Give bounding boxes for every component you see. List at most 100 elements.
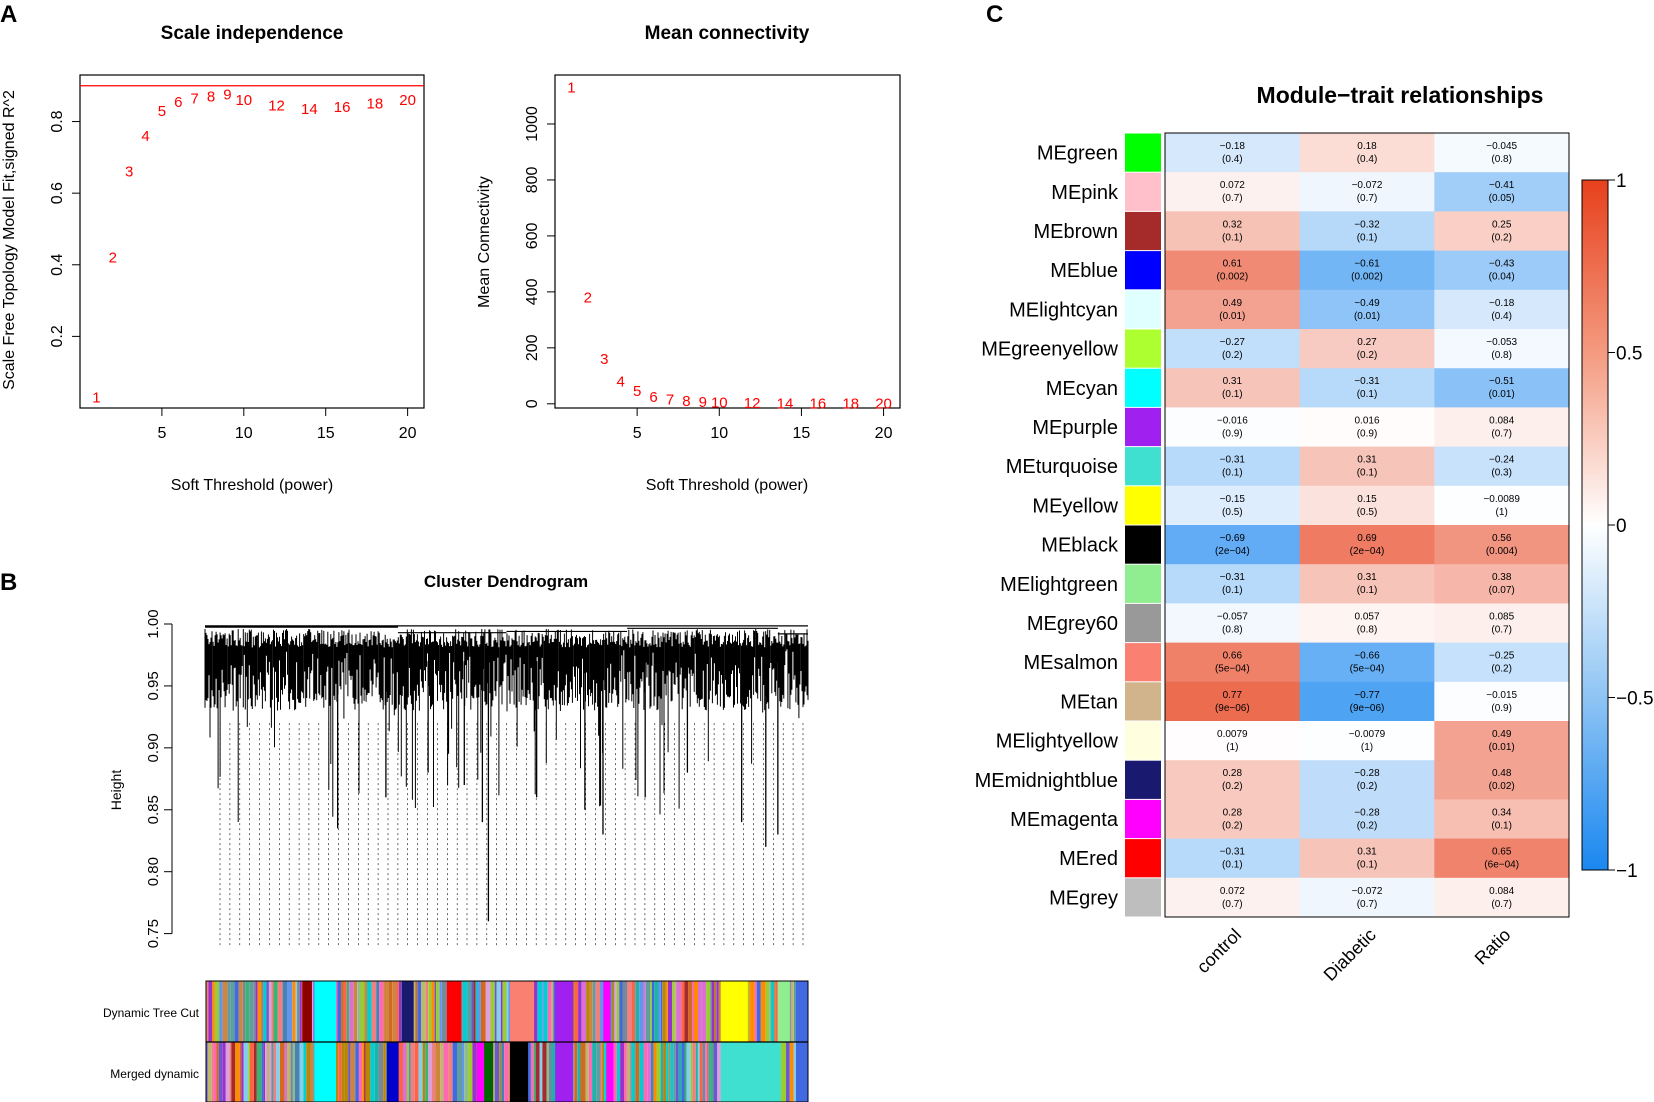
- conn-y-axis: 0 200 400 600 800 1000: [524, 106, 555, 408]
- dynamic-tree-cut-stripe: [760, 981, 766, 1042]
- merged-dynamic-stripe: [472, 1042, 477, 1102]
- heatmap-cell-value: −0.0089: [1483, 494, 1520, 505]
- heatmap-cell-pvalue: (1): [1226, 742, 1238, 753]
- merged-dynamic-stripe: [697, 1042, 700, 1102]
- dynamic-tree-cut-stripe: [292, 981, 296, 1042]
- conn-point-label: 1: [567, 80, 575, 97]
- merged-dynamic-stripe: [256, 1042, 262, 1102]
- dynamic-tree-cut-stripe: [586, 981, 590, 1042]
- heatmap-cell: [1299, 681, 1435, 722]
- dynamic-tree-cut-module-block: [446, 981, 462, 1042]
- heatmap-cell-value: −0.43: [1489, 259, 1515, 270]
- dynamic-tree-cut-stripe: [473, 981, 476, 1042]
- heatmap-cell: [1165, 172, 1301, 212]
- heatmap-cell-pvalue: (0.1): [1222, 389, 1243, 400]
- heatmap-cell: [1299, 721, 1435, 761]
- conn-x-tick-label: 5: [633, 425, 642, 442]
- scale-point-label: 16: [334, 99, 351, 116]
- merged-dynamic-stripe: [499, 1042, 502, 1102]
- dynamic-tree-cut-stripe: [632, 981, 636, 1042]
- scale-point-label: 2: [109, 250, 117, 267]
- dynamic-tree-cut-stripe: [299, 981, 302, 1042]
- merged-dynamic-stripe: [462, 1042, 464, 1102]
- heatmap-cell-value: −0.27: [1220, 337, 1246, 348]
- heatmap-cell-value: 0.77: [1223, 690, 1243, 701]
- dynamic-tree-cut-stripe: [462, 981, 468, 1042]
- scale-x-tick-label: 20: [399, 425, 417, 442]
- module-name-label: MEpink: [1051, 182, 1119, 204]
- heatmap-cell-pvalue: (0.7): [1357, 193, 1378, 204]
- module-color-swatch: [1125, 682, 1161, 721]
- module-name-label: MEgrey: [1049, 887, 1118, 909]
- dynamic-tree-cut-stripe: [667, 981, 673, 1042]
- dynamic-tree-cut-stripe: [756, 981, 761, 1042]
- merged-dynamic-stripe: [574, 1042, 578, 1102]
- dynamic-tree-cut-module-block: [720, 981, 748, 1042]
- dynamic-tree-cut-stripe: [297, 981, 300, 1042]
- scale-y-label: Scale Free Topology Model Fit,signed R^2: [1, 90, 18, 390]
- heatmap-cell-value: 0.65: [1492, 847, 1512, 858]
- merged-dynamic-stripe: [452, 1042, 458, 1102]
- merged-dynamic-stripe: [616, 1042, 621, 1102]
- heatmap-cell: [1165, 642, 1301, 683]
- conn-y-tick-label: 0: [524, 399, 541, 408]
- merged-dynamic-stripe: [348, 1042, 351, 1102]
- dynamic-tree-cut-stripe: [413, 981, 416, 1042]
- dynamic-tree-cut-stripe: [253, 981, 256, 1042]
- merged-dynamic-stripe: [358, 1042, 363, 1102]
- conn-chart-title: Mean connectivity: [645, 23, 810, 44]
- dendrogram-tree: [204, 625, 809, 946]
- heatmap-rows: MEgreen −0.18 (0.4) 0.18 (0.4) −0.045 (0.8) MEp…: [975, 133, 1570, 918]
- dynamic-tree-cut-stripe: [698, 981, 702, 1042]
- heatmap-cell-pvalue: (0.004): [1486, 546, 1518, 557]
- dynamic-tree-cut-stripe: [500, 981, 503, 1042]
- heatmap-cell-pvalue: (0.1): [1222, 585, 1243, 596]
- heatmap-cell-pvalue: (5e−04): [1350, 664, 1385, 675]
- dynamic-tree-cut-stripe: [672, 981, 675, 1042]
- module-color-swatch: [1125, 760, 1161, 799]
- heatmap-cell-pvalue: (0.7): [1222, 899, 1243, 910]
- dynamic-tree-cut-module-block: [401, 981, 414, 1042]
- heatmap-cell-pvalue: (1): [1361, 742, 1373, 753]
- heatmap-cell-value: 0.057: [1354, 611, 1379, 622]
- merged-dynamic-stripe: [265, 1042, 267, 1102]
- merged-dynamic-stripe: [546, 1042, 549, 1102]
- heatmap-cell: [1434, 133, 1570, 173]
- dynamic-tree-cut-stripe: [589, 981, 593, 1042]
- heatmap-cell: [1299, 642, 1435, 683]
- merged-dynamic-stripe: [602, 1042, 604, 1102]
- conn-point-label: 6: [649, 389, 657, 406]
- dendro-y-axis: 0.75 0.80 0.85 0.90 0.95 1.00: [145, 609, 173, 948]
- merged-dynamic-module-block: [386, 1042, 399, 1102]
- dendro-title: Cluster Dendrogram: [424, 572, 588, 591]
- dynamic-tree-cut-module-block: [555, 981, 574, 1042]
- conn-point-label: 14: [777, 396, 794, 413]
- heatmap-cell-pvalue: (0.1): [1357, 860, 1378, 871]
- heatmap-cell-value: −0.18: [1489, 298, 1515, 309]
- heatmap-cell: [1434, 799, 1570, 840]
- dendrogram-guides: [219, 723, 804, 946]
- dynamic-tree-cut-stripe: [353, 981, 358, 1042]
- heatmap-cell: [1299, 329, 1435, 369]
- heatmap-cell-value: −0.28: [1354, 768, 1380, 779]
- module-color-swatch: [1125, 290, 1161, 329]
- dynamic-tree-cut-stripe: [266, 981, 269, 1042]
- merged-dynamic-stripe: [410, 1042, 415, 1102]
- merged-dynamic-module-block: [476, 1042, 485, 1102]
- dynamic-tree-cut-stripe: [212, 981, 215, 1042]
- heatmap-cell-pvalue: (0.1): [1357, 389, 1378, 400]
- heatmap-cell-value: 0.28: [1223, 807, 1243, 818]
- module-name-label: MEred: [1059, 848, 1118, 870]
- dynamic-tree-cut-stripe: [477, 981, 481, 1042]
- module-color-swatch: [1125, 603, 1161, 643]
- heatmap-cell: [1434, 407, 1570, 448]
- dendro-y-tick-label: 0.80: [145, 857, 162, 886]
- dynamic-tree-cut-stripe: [643, 981, 646, 1042]
- dynamic-tree-cut-stripe: [255, 981, 258, 1042]
- merged-dynamic-stripe: [222, 1042, 226, 1102]
- heatmap-cell-pvalue: (0.8): [1491, 350, 1512, 361]
- heatmap-cell-pvalue: (0.04): [1489, 272, 1515, 283]
- conn-point-label: 9: [699, 394, 707, 411]
- heatmap-cell: [1165, 133, 1301, 173]
- heatmap-cell-value: −0.016: [1217, 415, 1248, 426]
